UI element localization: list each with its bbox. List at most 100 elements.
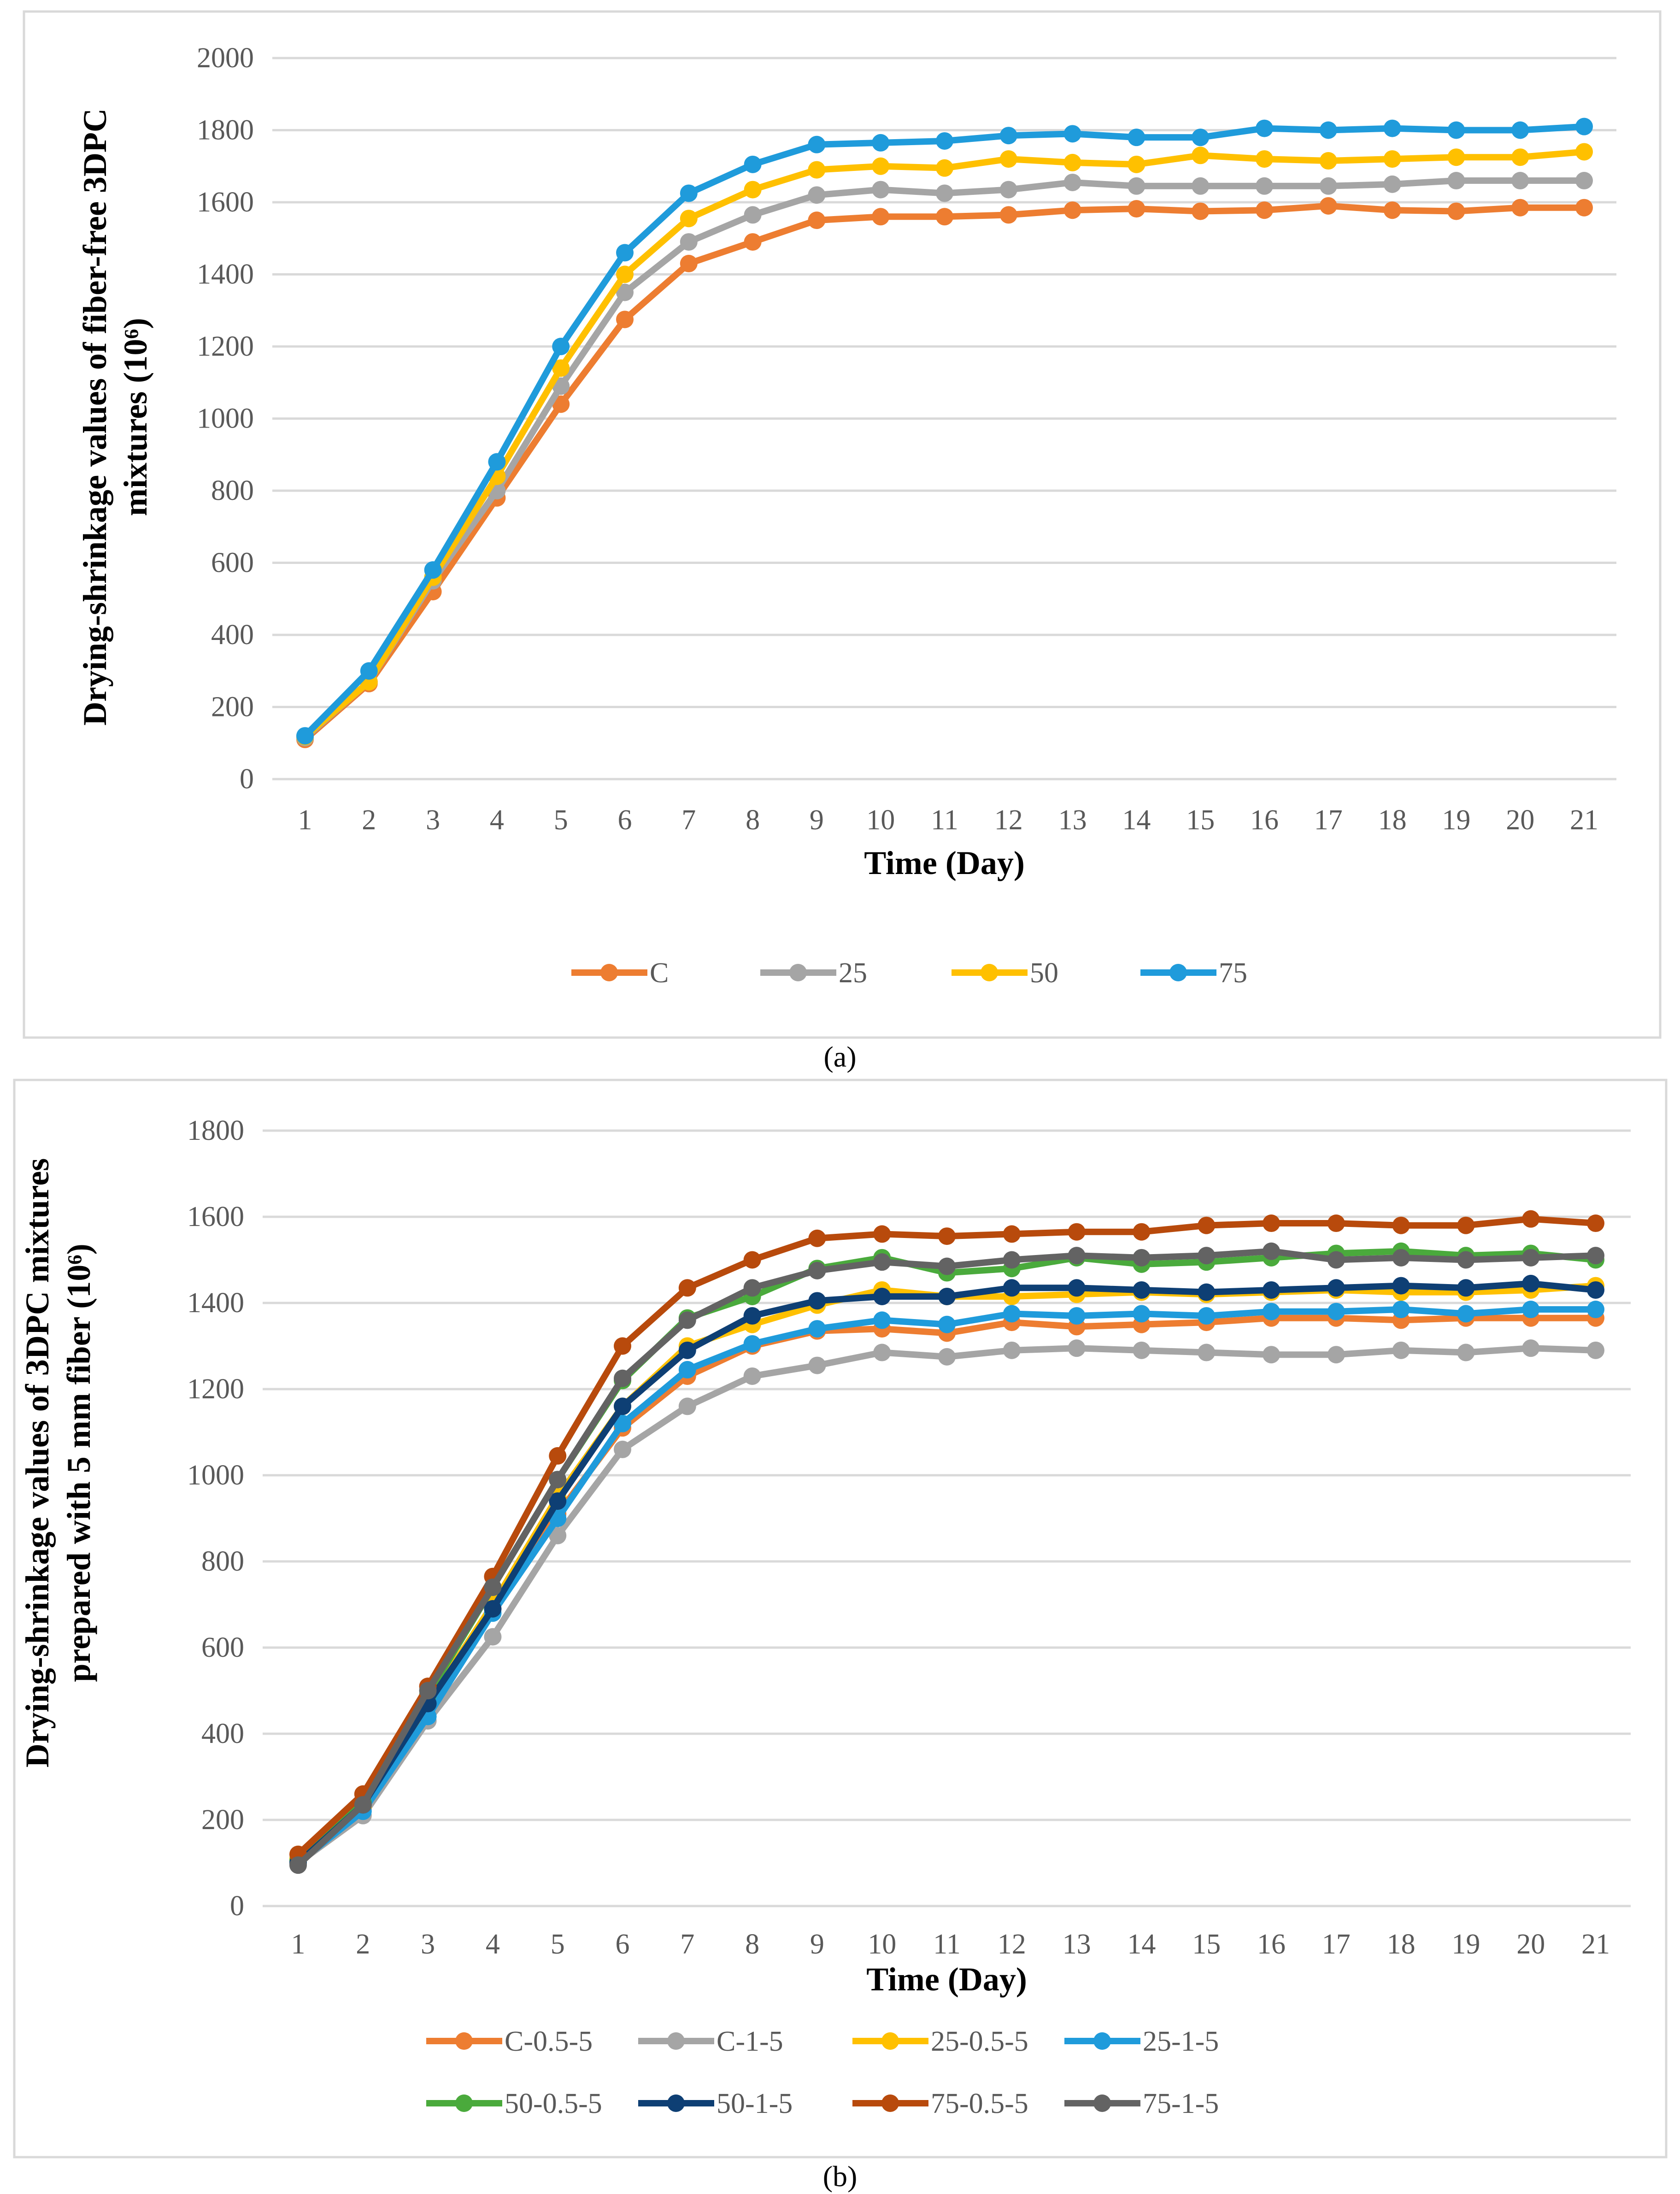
data-point	[936, 208, 953, 226]
legend-marker	[455, 2032, 473, 2050]
legend-marker	[1093, 2094, 1111, 2112]
data-point	[484, 1578, 502, 1596]
x-tick-label: 21	[1570, 804, 1598, 836]
data-point	[872, 157, 890, 175]
data-point	[1392, 1277, 1410, 1295]
legend-label: 50-1-5	[717, 2088, 793, 2119]
data-point	[289, 1856, 307, 1874]
data-point	[1256, 177, 1273, 195]
y-axis-title: Drying-shrinkage values of 3DPC mixtures	[19, 1158, 56, 1768]
data-point	[1263, 1302, 1280, 1320]
data-point	[1003, 1279, 1021, 1297]
data-point	[296, 727, 314, 745]
data-point	[1128, 155, 1145, 173]
y-tick-label: 600	[201, 1632, 244, 1663]
data-point	[616, 283, 634, 301]
x-tick-label: 17	[1322, 1929, 1351, 1960]
legend-label: C-1-5	[717, 2026, 783, 2057]
data-point	[808, 1261, 826, 1279]
data-point	[744, 155, 762, 173]
legend-label: 75-1-5	[1143, 2088, 1219, 2119]
data-point	[614, 1414, 631, 1432]
x-tick-label: 13	[1063, 1929, 1091, 1960]
legend-item: 75-1-5	[1064, 2088, 1219, 2119]
legend-label: 25-0.5-5	[931, 2026, 1028, 2057]
x-tick-label: 14	[1127, 1929, 1156, 1960]
data-point	[1319, 152, 1337, 170]
data-point	[1256, 150, 1273, 168]
data-point	[1068, 1339, 1086, 1357]
data-point	[872, 208, 890, 226]
data-point	[1587, 1281, 1604, 1299]
data-point	[484, 1600, 502, 1618]
y-tick-label: 800	[201, 1546, 244, 1577]
data-point	[1068, 1279, 1086, 1297]
data-point	[743, 1307, 761, 1325]
data-point	[1198, 1247, 1216, 1265]
data-point	[1392, 1301, 1410, 1319]
data-point	[678, 1361, 696, 1379]
x-tick-label: 4	[486, 1929, 500, 1960]
legend-item: 25-1-5	[1064, 2026, 1219, 2057]
data-point	[1587, 1301, 1604, 1319]
legend-marker	[1093, 2032, 1111, 2050]
data-point	[680, 233, 698, 251]
data-point	[743, 1335, 761, 1353]
x-tick-label: 12	[998, 1929, 1026, 1960]
y-tick-label: 800	[211, 475, 254, 506]
y-tick-label: 1800	[187, 1115, 244, 1146]
data-point	[1319, 197, 1337, 215]
data-point	[999, 206, 1017, 224]
data-point	[1392, 1341, 1410, 1359]
data-point	[1063, 153, 1081, 171]
x-tick-label: 12	[994, 804, 1023, 836]
data-point	[488, 453, 506, 471]
data-point	[680, 184, 698, 202]
x-tick-label: 8	[746, 804, 760, 836]
x-tick-label: 14	[1122, 804, 1151, 836]
x-tick-label: 10	[868, 1929, 896, 1960]
data-point	[1068, 1247, 1086, 1265]
x-tick-label: 6	[618, 804, 632, 836]
legend-marker	[600, 964, 618, 981]
data-point	[1068, 1223, 1086, 1241]
legend-item: 25-0.5-5	[852, 2026, 1028, 2057]
y-axis-title: mixtures (10⁶)	[117, 318, 154, 516]
x-tick-label: 4	[490, 804, 504, 836]
x-tick-label: 16	[1257, 1929, 1286, 1960]
y-tick-label: 1800	[197, 115, 254, 146]
x-tick-label: 5	[551, 1929, 565, 1960]
x-tick-label: 11	[933, 1929, 961, 1960]
legend-label: 50-0.5-5	[505, 2088, 602, 2119]
data-point	[1447, 148, 1465, 166]
data-point	[1457, 1305, 1475, 1323]
data-point	[1522, 1249, 1540, 1267]
data-point	[999, 181, 1017, 199]
series-75	[296, 117, 1593, 745]
x-tick-label: 1	[291, 1929, 305, 1960]
data-point	[808, 135, 826, 153]
x-tick-label: 7	[681, 804, 696, 836]
x-tick-label: 18	[1378, 804, 1407, 836]
data-point	[614, 1337, 631, 1355]
data-point	[872, 181, 890, 199]
legend-item: 50-1-5	[638, 2088, 793, 2119]
data-point	[1133, 1223, 1151, 1241]
data-point	[1457, 1216, 1475, 1234]
data-point	[1192, 177, 1210, 195]
data-point	[1133, 1281, 1151, 1299]
data-point	[1198, 1307, 1216, 1325]
data-point	[1263, 1281, 1280, 1299]
data-point	[1587, 1341, 1604, 1359]
data-point	[744, 181, 762, 199]
data-point	[552, 338, 570, 355]
x-tick-label: 19	[1442, 804, 1470, 836]
data-point	[808, 1320, 826, 1338]
data-point	[936, 132, 953, 150]
data-point	[1522, 1339, 1540, 1357]
data-point	[1327, 1251, 1345, 1269]
data-point	[484, 1628, 502, 1646]
data-point	[1511, 121, 1529, 139]
legend-marker	[881, 2094, 899, 2112]
